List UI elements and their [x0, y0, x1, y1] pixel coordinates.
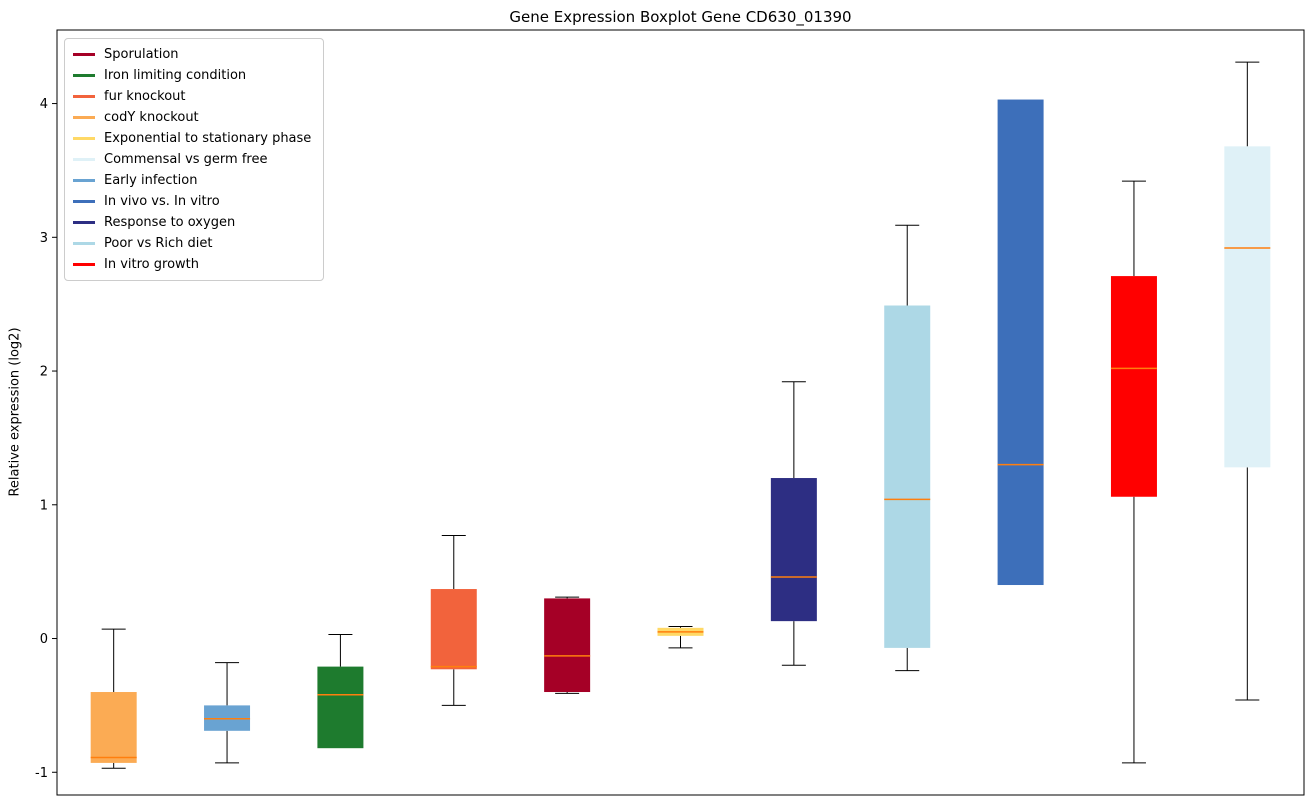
- y-tick-label: -1: [35, 766, 48, 781]
- boxplot-sporulation: [544, 596, 591, 694]
- y-tick-label: 0: [40, 632, 48, 647]
- legend-line-swatch: [73, 53, 95, 56]
- legend-line-swatch: [73, 137, 95, 140]
- legend-label: fur knockout: [104, 89, 186, 104]
- box: [90, 692, 137, 763]
- boxplot-fur-knockout: [430, 535, 477, 706]
- legend-line-swatch: [73, 116, 95, 119]
- boxplot-response-to-oxygen: [770, 381, 817, 666]
- legend-label: Iron limiting condition: [104, 68, 247, 83]
- legend-line-swatch: [73, 200, 95, 203]
- y-tick-label: 1: [40, 498, 48, 513]
- box: [770, 478, 817, 622]
- y-axis-label: Relative expression (log2): [7, 327, 23, 497]
- boxplot-cody-knockout: [90, 628, 137, 769]
- legend-item: fur knockout: [73, 86, 311, 107]
- legend-line-swatch: [73, 263, 95, 266]
- legend-label: In vitro growth: [104, 257, 199, 272]
- box: [884, 305, 931, 648]
- y-tick-label: 2: [40, 365, 48, 380]
- legend-item: Iron limiting condition: [73, 65, 311, 86]
- legend-label: Poor vs Rich diet: [104, 236, 213, 251]
- plot-frame: [56, 29, 1305, 796]
- legend-line-swatch: [73, 221, 95, 224]
- box: [1224, 146, 1271, 468]
- legend-item: Early infection: [73, 170, 311, 191]
- legend-label: Sporulation: [104, 47, 179, 62]
- chart-title: Gene Expression Boxplot Gene CD630_01390: [509, 8, 852, 26]
- box: [317, 666, 364, 749]
- legend-item: codY knockout: [73, 107, 311, 128]
- boxplot-commensal-vs-germ-free: [1224, 61, 1271, 701]
- legend-item: Commensal vs germ free: [73, 149, 311, 170]
- boxplot-iron-limiting-condition: [317, 634, 364, 749]
- boxplot-poor-vs-rich-diet: [884, 224, 931, 672]
- legend-label: codY knockout: [104, 110, 199, 125]
- legend-label: Exponential to stationary phase: [104, 131, 312, 146]
- legend-line-swatch: [73, 158, 95, 161]
- box: [430, 589, 477, 670]
- legend-item: In vitro growth: [73, 254, 311, 275]
- boxplot-in-vitro-growth: [1110, 180, 1157, 764]
- box: [997, 99, 1044, 586]
- box: [1110, 276, 1157, 497]
- y-tick-label: 3: [40, 231, 48, 246]
- legend-label: Response to oxygen: [104, 215, 236, 230]
- legend-label: Early infection: [104, 173, 198, 188]
- legend-line-swatch: [73, 179, 95, 182]
- box: [544, 598, 591, 693]
- legend-item: Poor vs Rich diet: [73, 233, 311, 254]
- legend-line-swatch: [73, 95, 95, 98]
- legend-item: Exponential to stationary phase: [73, 128, 311, 149]
- legend-label: Commensal vs germ free: [104, 152, 268, 167]
- boxplot-exponential-to-stationary-phase: [657, 625, 704, 649]
- boxplot-early-infection: [204, 662, 251, 764]
- legend: Sporulation Iron limiting condition fur kn…: [64, 38, 325, 281]
- legend-line-swatch: [73, 242, 95, 245]
- legend-item: In vivo vs. In vitro: [73, 191, 311, 212]
- legend-item: Response to oxygen: [73, 212, 311, 233]
- legend-label: In vivo vs. In vitro: [104, 194, 220, 209]
- boxplot-in-vivo-vs-in-vitro: [997, 99, 1044, 586]
- legend-item: Sporulation: [73, 44, 311, 65]
- y-tick-label: 4: [40, 97, 48, 112]
- legend-line-swatch: [73, 74, 95, 77]
